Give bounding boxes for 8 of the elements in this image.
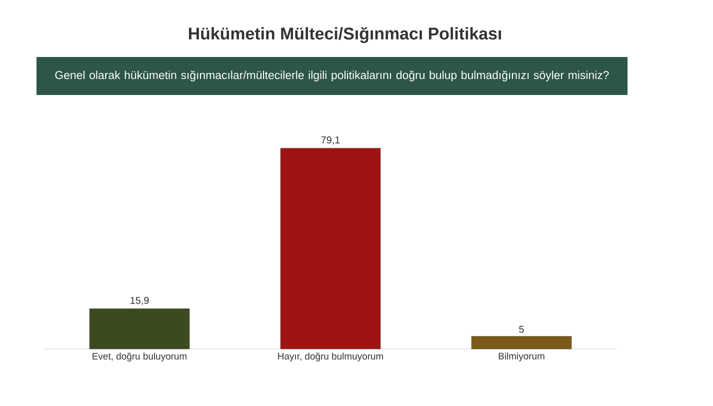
- x-tick-label: Bilmiyorum: [498, 352, 544, 362]
- data-label: 15,9: [130, 296, 149, 306]
- data-label: 5: [519, 326, 524, 333]
- chart-title: Hükümetin Mülteci/Sığınmacı Politikası: [188, 26, 501, 44]
- x-tick-label: Hayır, doğru bulmuyorum: [278, 352, 383, 362]
- chart-subtitle: Genel olarak hükümetin sığınmacılar/mültecilerle ilgili politikalarını doğru bulup bulmadığınızı söyler misiniz?: [55, 70, 609, 82]
- x-tick-label: Evet, doğru buluyorum: [92, 352, 186, 362]
- data-label: 79,1: [321, 136, 340, 145]
